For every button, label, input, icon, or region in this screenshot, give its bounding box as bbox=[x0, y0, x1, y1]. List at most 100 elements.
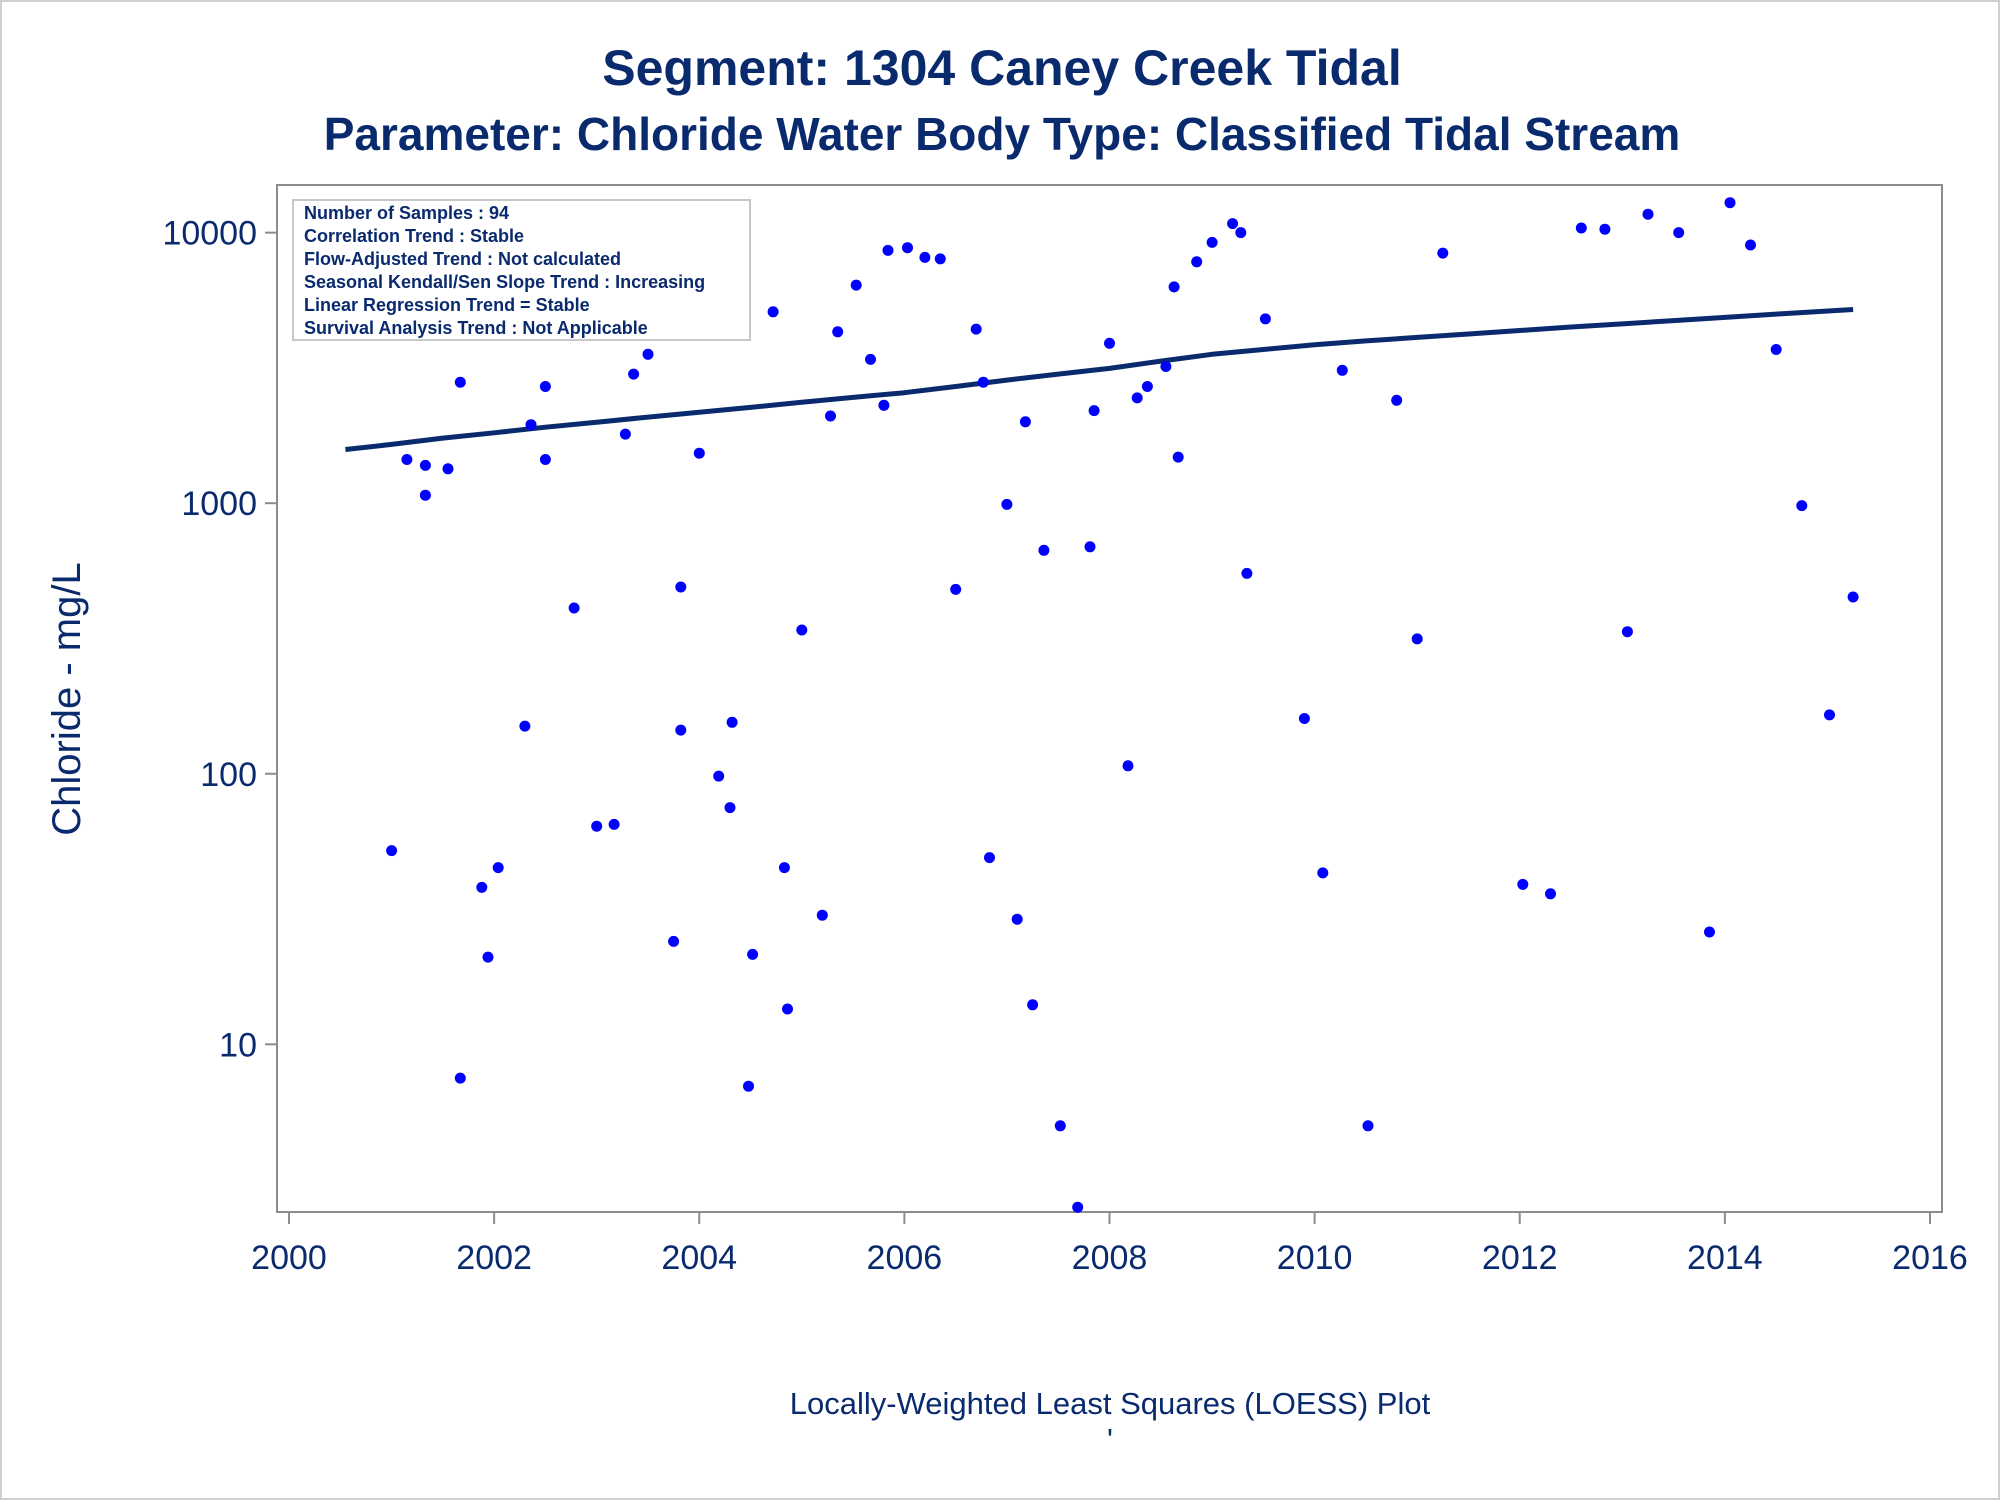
chart-subtitle: Parameter: Chloride Water Body Type: Cla… bbox=[324, 108, 1681, 160]
chart-footnote: Locally-Weighted Least Squares (LOESS) P… bbox=[790, 1386, 1431, 1421]
x-axis: 2000 2002 2004 2006 2008 2010 2012 2014 2016 bbox=[251, 1212, 1968, 1277]
data-point bbox=[850, 279, 862, 291]
data-point bbox=[713, 770, 725, 782]
x-tick-label: 2006 bbox=[867, 1239, 943, 1277]
x-tick-label: 2002 bbox=[456, 1239, 532, 1277]
data-point bbox=[1235, 227, 1247, 239]
data-point bbox=[1724, 197, 1736, 209]
x-tick-label: 2000 bbox=[251, 1239, 327, 1277]
chart-footnote-mark: ' bbox=[1107, 1422, 1113, 1457]
data-point bbox=[747, 948, 759, 960]
data-points-layer bbox=[339, 197, 1859, 1213]
data-point bbox=[743, 1080, 754, 1092]
data-point bbox=[970, 323, 982, 335]
data-point bbox=[419, 459, 431, 471]
stats-line: Number of Samples : 94 bbox=[304, 203, 509, 223]
data-point bbox=[1011, 913, 1023, 925]
data-point bbox=[782, 1003, 793, 1015]
data-point bbox=[619, 428, 631, 440]
data-point bbox=[454, 376, 466, 388]
data-point bbox=[1621, 626, 1633, 638]
data-point bbox=[642, 348, 654, 360]
y-tick-label: 100 bbox=[200, 756, 257, 794]
data-point bbox=[1172, 451, 1184, 463]
data-point bbox=[919, 251, 931, 263]
data-point bbox=[693, 447, 705, 459]
data-point bbox=[1160, 361, 1172, 372]
data-point bbox=[675, 581, 687, 593]
data-point bbox=[568, 602, 580, 614]
data-point bbox=[1019, 416, 1031, 428]
x-tick-label: 2012 bbox=[1482, 1239, 1558, 1277]
data-point bbox=[492, 862, 504, 874]
data-point bbox=[1391, 394, 1403, 406]
x-tick-label: 2014 bbox=[1687, 1239, 1763, 1277]
data-point bbox=[724, 802, 736, 814]
data-point bbox=[1770, 344, 1782, 355]
data-point bbox=[386, 845, 398, 857]
data-point bbox=[591, 820, 603, 832]
data-point bbox=[1575, 222, 1587, 234]
data-point bbox=[675, 724, 687, 736]
data-point bbox=[525, 419, 537, 431]
data-point bbox=[454, 1072, 466, 1084]
data-point bbox=[1545, 888, 1556, 900]
x-tick-label: 2010 bbox=[1277, 1239, 1353, 1277]
data-point bbox=[1517, 878, 1529, 890]
loess-trend-layer bbox=[345, 307, 1854, 452]
data-point bbox=[482, 951, 494, 963]
data-point bbox=[778, 862, 790, 874]
data-point bbox=[1824, 709, 1835, 721]
data-point bbox=[1599, 223, 1611, 235]
data-point bbox=[442, 463, 454, 475]
stats-line: Correlation Trend : Stable bbox=[304, 226, 524, 246]
data-point bbox=[1088, 405, 1100, 417]
y-tick-label: 10 bbox=[219, 1026, 257, 1064]
data-point bbox=[1241, 567, 1253, 579]
data-point bbox=[1336, 364, 1348, 376]
x-tick-label: 2008 bbox=[1072, 1239, 1148, 1277]
data-point bbox=[1704, 926, 1715, 938]
data-point bbox=[767, 306, 779, 318]
data-point bbox=[539, 381, 551, 392]
data-point bbox=[1227, 218, 1239, 230]
stats-box: Number of Samples : 94 Correlation Trend… bbox=[292, 199, 751, 341]
data-point bbox=[865, 353, 876, 365]
y-tick-label: 1000 bbox=[181, 485, 257, 523]
chart-title: Segment: 1304 Caney Creek Tidal bbox=[602, 40, 1401, 96]
data-point bbox=[419, 489, 431, 501]
data-point bbox=[934, 253, 946, 265]
data-point bbox=[950, 583, 962, 595]
y-tick-label: 10000 bbox=[162, 215, 257, 253]
data-point bbox=[668, 935, 680, 947]
data-point bbox=[1168, 281, 1180, 293]
data-point bbox=[796, 624, 808, 636]
stats-line: Survival Analysis Trend : Not Applicable bbox=[304, 318, 648, 338]
data-point bbox=[1122, 760, 1134, 772]
data-point bbox=[878, 399, 890, 411]
data-point bbox=[882, 244, 894, 256]
stats-line: Flow-Adjusted Trend : Not calculated bbox=[304, 249, 621, 269]
data-point bbox=[832, 326, 844, 338]
x-tick-label: 2016 bbox=[1892, 1239, 1968, 1277]
data-point bbox=[401, 454, 413, 465]
data-point bbox=[1054, 1120, 1066, 1132]
data-point bbox=[1317, 867, 1329, 879]
data-point bbox=[519, 720, 531, 732]
data-point bbox=[1298, 713, 1310, 724]
data-point bbox=[1437, 247, 1449, 259]
data-point bbox=[476, 881, 488, 893]
data-point bbox=[1642, 208, 1654, 220]
x-tick-label: 2004 bbox=[661, 1239, 737, 1277]
data-point bbox=[1259, 313, 1271, 325]
data-point bbox=[1038, 544, 1050, 556]
stats-box-border bbox=[292, 199, 751, 341]
y-axis: 10 100 1000 10000 bbox=[162, 215, 277, 1064]
data-point bbox=[608, 818, 620, 830]
data-point bbox=[984, 852, 995, 864]
data-point bbox=[1104, 337, 1115, 349]
data-point bbox=[628, 368, 640, 380]
loess-trend-line bbox=[345, 307, 1854, 452]
